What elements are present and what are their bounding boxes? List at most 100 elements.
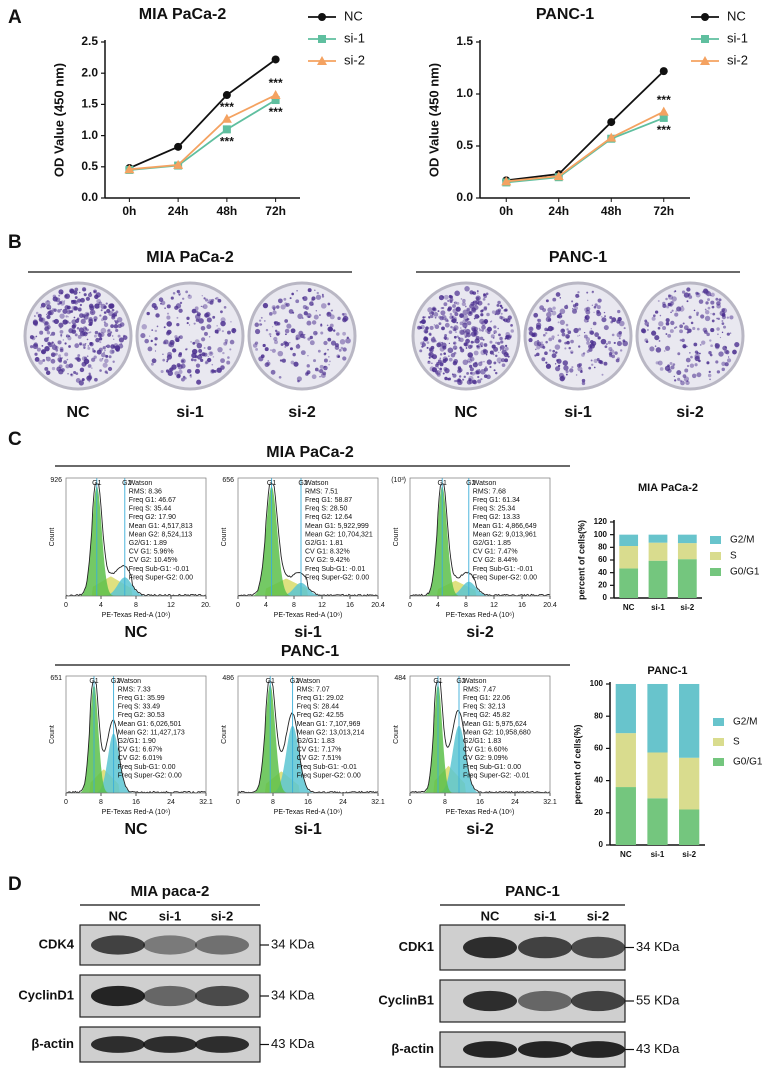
colony [482, 298, 486, 301]
colony [81, 330, 87, 336]
colony [163, 339, 169, 345]
bar-segment [648, 542, 668, 561]
colony [102, 315, 108, 321]
colony [698, 299, 704, 304]
colony [88, 317, 93, 322]
colony [271, 348, 276, 353]
marker [222, 125, 231, 134]
y-tick-label: 40 [594, 776, 603, 785]
colony [222, 351, 225, 355]
colony [321, 295, 325, 298]
colony [311, 296, 316, 301]
colony [67, 316, 69, 318]
colony [190, 341, 192, 343]
colony [337, 316, 341, 321]
colony [534, 354, 537, 357]
colony [480, 368, 486, 375]
colony [545, 363, 552, 369]
colony [456, 321, 459, 324]
colony [725, 350, 730, 355]
stat-line: Freq S: 28.44 [297, 704, 340, 711]
colony [545, 316, 552, 323]
colony [323, 352, 327, 356]
y-tick-label: 0.0 [456, 190, 473, 204]
colony [65, 364, 70, 369]
marker [173, 159, 184, 169]
series-line [129, 94, 277, 171]
colony [596, 305, 601, 310]
colony [229, 339, 235, 345]
stat-line: Mean G1: 5,922,999 [305, 523, 369, 530]
colony [223, 306, 227, 309]
colony [87, 346, 91, 350]
colony [164, 307, 166, 309]
colony [227, 356, 230, 359]
y-axis-label: Count [221, 725, 228, 744]
colony [433, 312, 439, 317]
y-tick-label: 100 [594, 530, 608, 539]
stat-line: Freq S: 25.34 [473, 506, 516, 513]
colony [60, 292, 63, 294]
colony [611, 354, 616, 359]
series-line [506, 70, 665, 182]
colony [40, 317, 46, 323]
colony [594, 332, 600, 338]
colony [670, 320, 675, 326]
colony [206, 317, 212, 323]
colony [105, 345, 108, 348]
colony [59, 348, 64, 353]
colony [715, 360, 719, 364]
colony [50, 352, 56, 358]
colony [500, 312, 503, 315]
colony [423, 336, 429, 342]
colony [162, 358, 166, 362]
colony [103, 351, 105, 354]
stat-line: CV G1: 6.60% [463, 747, 508, 754]
stat-line: Freq Sub-G1: -0.01 [297, 764, 357, 771]
stat-line: Mean G2: 10,958,680 [463, 729, 531, 736]
colony [330, 310, 332, 312]
colony [455, 331, 457, 333]
bar-segment [677, 543, 697, 560]
colony [290, 360, 295, 365]
colony [220, 310, 223, 314]
colony [167, 370, 173, 376]
colony [687, 328, 692, 333]
colony [613, 341, 616, 345]
band [571, 936, 625, 959]
colony [468, 360, 470, 363]
stat-line: CV G2: 6.01% [118, 755, 163, 762]
colony [185, 290, 189, 294]
band [518, 1041, 572, 1058]
colony [68, 288, 74, 294]
colony [672, 363, 676, 366]
colony [57, 309, 61, 313]
stat-line: CV G1: 8.32% [305, 549, 350, 556]
colony [57, 357, 63, 362]
colony [419, 326, 423, 330]
colony [442, 372, 445, 375]
stat-line: Mean G1: 4,517,813 [129, 523, 193, 530]
colony [667, 294, 671, 298]
colony [293, 361, 299, 367]
colony [100, 327, 107, 334]
stat-line: Freq S: 28.50 [305, 506, 348, 513]
g1-area [238, 684, 378, 793]
colony [590, 359, 593, 362]
colony [111, 335, 114, 337]
bar-segment [619, 568, 639, 598]
colony [74, 343, 80, 349]
colony [342, 331, 346, 336]
colony [468, 375, 474, 381]
colony [450, 352, 456, 358]
colony [454, 301, 458, 305]
colony [89, 321, 93, 326]
colony [668, 294, 674, 300]
colony [654, 335, 660, 341]
colony [716, 327, 720, 331]
stat-line: CV G1: 5.96% [129, 549, 174, 556]
colony [87, 374, 93, 380]
colony [715, 297, 719, 301]
colony [608, 352, 613, 356]
colony [277, 298, 283, 304]
